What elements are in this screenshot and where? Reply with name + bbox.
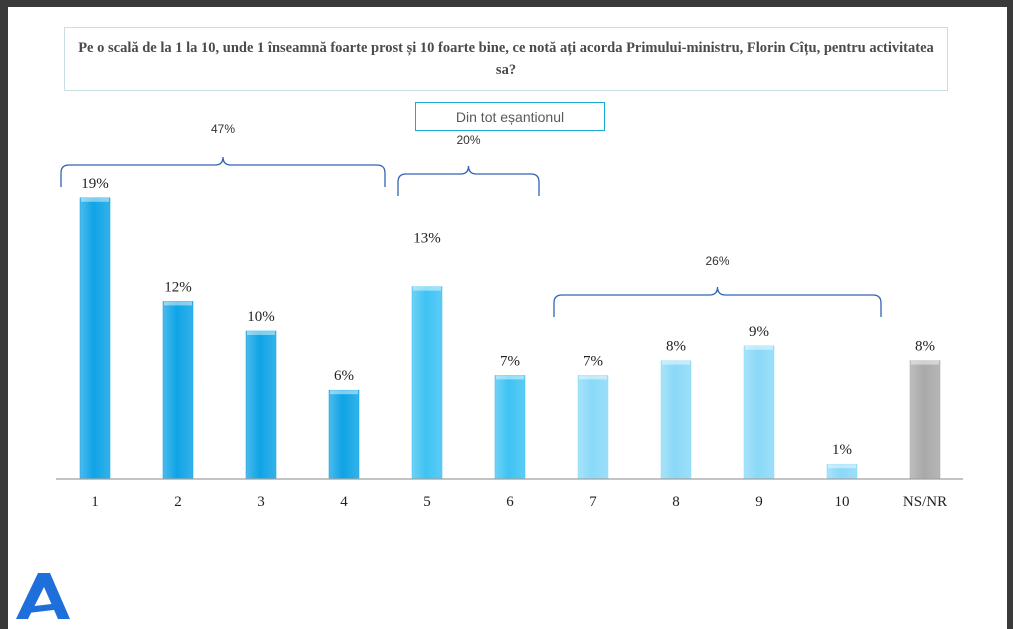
group-brackets: 47% 20% 26% bbox=[60, 122, 882, 317]
x-tick-label: NS/NR bbox=[903, 494, 947, 510]
bar-highlight bbox=[81, 197, 109, 202]
x-tick-label: 5 bbox=[423, 494, 431, 510]
bar-highlight bbox=[662, 360, 690, 365]
bar-highlight bbox=[579, 375, 607, 380]
value-label: 6% bbox=[334, 368, 354, 384]
bar-highlight bbox=[413, 286, 441, 291]
value-label: 7% bbox=[500, 353, 520, 369]
sample-filter-label: Din tot eșantionul bbox=[415, 102, 605, 131]
bar-highlight bbox=[745, 345, 773, 350]
logo-a-crossbar bbox=[26, 603, 62, 613]
x-tick-label: 8 bbox=[672, 494, 680, 510]
value-label: 1% bbox=[832, 442, 852, 458]
bar-4 bbox=[328, 389, 360, 480]
group-total-label: 47% bbox=[211, 122, 235, 136]
bar-1 bbox=[79, 197, 111, 480]
x-tick-label: 6 bbox=[506, 494, 514, 510]
x-tick-label: 9 bbox=[755, 494, 763, 510]
bar-highlight bbox=[164, 301, 192, 306]
value-label: 19% bbox=[81, 176, 109, 192]
group-bracket bbox=[553, 286, 882, 317]
bar-8 bbox=[660, 360, 692, 480]
sample-filter-text: Din tot eșantionul bbox=[455, 108, 565, 125]
x-tick-label: 4 bbox=[340, 494, 348, 510]
group-total-label: 20% bbox=[456, 133, 480, 147]
bars bbox=[79, 197, 941, 480]
bar-chart: 47% 20% 26% 19% 12% 10% 6% 13% 7% 7% 8% 9% 1% 8% 1 2 3… bbox=[56, 122, 963, 510]
value-label: 10% bbox=[247, 309, 275, 325]
logo-a-shape bbox=[16, 573, 70, 619]
bar-highlight bbox=[828, 464, 856, 469]
bar-highlight bbox=[247, 331, 275, 335]
bar-3 bbox=[245, 330, 277, 480]
group-bracket bbox=[60, 156, 386, 187]
x-tick-label: 10 bbox=[835, 494, 850, 510]
bar-5 bbox=[411, 286, 443, 480]
bar-highlight bbox=[496, 375, 524, 380]
bar-highlight bbox=[911, 360, 939, 365]
x-tick-label: 7 bbox=[589, 494, 597, 510]
bar-ns-nr bbox=[909, 360, 941, 480]
group-bracket bbox=[397, 165, 540, 196]
question-text: Pe o scală de la 1 la 10, unde 1 înseamn… bbox=[78, 40, 934, 78]
bar-2 bbox=[162, 301, 194, 480]
value-label: 7% bbox=[583, 353, 603, 369]
bar-7 bbox=[577, 375, 609, 480]
bar-6 bbox=[494, 375, 526, 480]
x-tick-label: 1 bbox=[91, 494, 99, 510]
x-tick-label: 2 bbox=[174, 494, 182, 510]
value-label: 13% bbox=[413, 231, 441, 247]
slide: Pe o scală de la 1 la 10, unde 1 înseamn… bbox=[8, 7, 1007, 629]
value-label: 12% bbox=[164, 279, 192, 295]
value-label: 9% bbox=[749, 324, 769, 340]
value-label: 8% bbox=[915, 339, 935, 355]
logo-icon bbox=[16, 573, 70, 619]
value-label: 8% bbox=[666, 339, 686, 355]
group-total-label: 26% bbox=[705, 254, 729, 268]
x-tick-labels: 1 2 3 4 5 6 7 8 9 10 NS/NR bbox=[91, 494, 947, 510]
question-box: Pe o scală de la 1 la 10, unde 1 înseamn… bbox=[64, 27, 948, 91]
x-tick-label: 3 bbox=[257, 494, 265, 510]
bar-9 bbox=[743, 345, 775, 480]
bar-highlight bbox=[330, 390, 358, 395]
value-labels: 19% 12% 10% 6% 13% 7% 7% 8% 9% 1% 8% bbox=[81, 176, 935, 458]
